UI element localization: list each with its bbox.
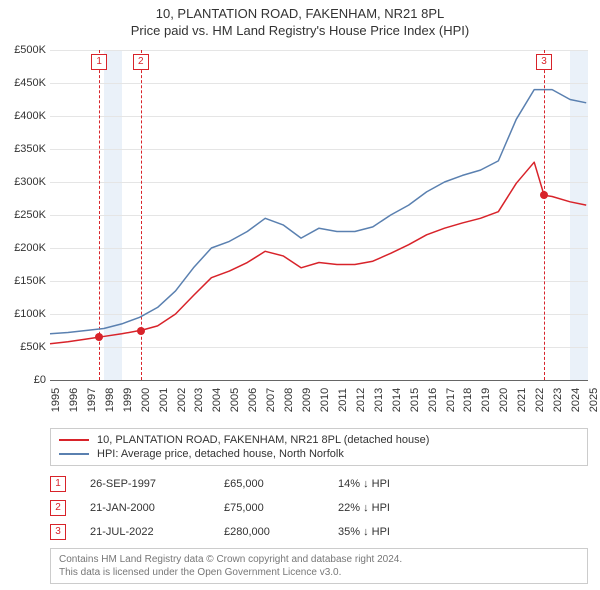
x-axis-label: 1995: [50, 388, 62, 412]
x-axis-label: 1998: [104, 388, 116, 412]
y-axis-label: £500K: [14, 44, 50, 56]
chart-subtitle: Price paid vs. HM Land Registry's House …: [0, 21, 600, 38]
y-axis-label: £50K: [20, 341, 50, 353]
x-axis-label: 2015: [409, 388, 421, 412]
legend-label: 10, PLANTATION ROAD, FAKENHAM, NR21 8PL …: [97, 434, 429, 446]
x-axis-label: 2017: [445, 388, 457, 412]
x-axis-label: 2024: [570, 388, 582, 412]
sale-event-date: 21-JAN-2000: [90, 502, 200, 514]
sale-marker-badge: 3: [536, 54, 552, 70]
x-axis-label: 2007: [265, 388, 277, 412]
sale-event-row: 1 26-SEP-1997 £65,000 14% ↓ HPI: [50, 472, 588, 496]
x-axis-label: 2003: [193, 388, 205, 412]
x-axis-label: 2001: [158, 388, 170, 412]
sale-marker-dot: [137, 327, 145, 335]
sale-event-hpi: 22% ↓ HPI: [338, 502, 588, 514]
sale-event-price: £75,000: [224, 502, 314, 514]
legend-item: HPI: Average price, detached house, Nort…: [59, 447, 579, 461]
sale-event-date: 21-JUL-2022: [90, 526, 200, 538]
x-axis-label: 2020: [498, 388, 510, 412]
chart-container: 10, PLANTATION ROAD, FAKENHAM, NR21 8PL …: [0, 0, 600, 590]
y-axis-label: £200K: [14, 242, 50, 254]
x-axis-label: 2005: [229, 388, 241, 412]
x-axis-label: 2019: [480, 388, 492, 412]
x-axis-label: 1999: [122, 388, 134, 412]
x-axis-label: 2014: [391, 388, 403, 412]
sale-marker-dot: [95, 333, 103, 341]
x-axis-label: 2013: [373, 388, 385, 412]
chart-svg: [50, 50, 588, 380]
chart-plot-area: £0£50K£100K£150K£200K£250K£300K£350K£400…: [50, 50, 588, 380]
sale-events-list: 1 26-SEP-1997 £65,000 14% ↓ HPI 2 21-JAN-2000…: [50, 472, 588, 544]
footer-line-2: This data is licensed under the Open Gov…: [59, 566, 579, 579]
sale-event-date: 26-SEP-1997: [90, 478, 200, 490]
x-axis-label: 2010: [319, 388, 331, 412]
x-axis-label: 2023: [552, 388, 564, 412]
x-axis-label: 2002: [176, 388, 188, 412]
y-axis-label: £400K: [14, 110, 50, 122]
sale-event-price: £280,000: [224, 526, 314, 538]
footer-line-1: Contains HM Land Registry data © Crown c…: [59, 553, 579, 566]
y-axis-label: £350K: [14, 143, 50, 155]
y-axis-label: £100K: [14, 308, 50, 320]
legend-box: 10, PLANTATION ROAD, FAKENHAM, NR21 8PL …: [50, 428, 588, 466]
footer-box: Contains HM Land Registry data © Crown c…: [50, 548, 588, 584]
sale-marker-badge: 1: [91, 54, 107, 70]
x-axis-label: 2018: [462, 388, 474, 412]
x-axis-label: 2009: [301, 388, 313, 412]
sale-marker-dot: [540, 191, 548, 199]
sale-event-badge: 3: [50, 524, 66, 540]
x-axis-label: 2008: [283, 388, 295, 412]
x-axis-label: 2004: [211, 388, 223, 412]
sale-event-price: £65,000: [224, 478, 314, 490]
sale-marker-badge: 2: [133, 54, 149, 70]
series-hpi: [50, 90, 586, 334]
sale-event-hpi: 35% ↓ HPI: [338, 526, 588, 538]
series-price_paid: [50, 162, 586, 344]
x-axis-label: 2000: [140, 388, 152, 412]
x-axis-label: 2025: [588, 388, 600, 412]
legend-swatch: [59, 439, 89, 441]
x-axis-label: 2006: [247, 388, 259, 412]
y-axis-label: £250K: [14, 209, 50, 221]
y-axis-label: £450K: [14, 77, 50, 89]
sale-event-hpi: 14% ↓ HPI: [338, 478, 588, 490]
x-axis-label: 2016: [427, 388, 439, 412]
sale-event-row: 2 21-JAN-2000 £75,000 22% ↓ HPI: [50, 496, 588, 520]
legend-item: 10, PLANTATION ROAD, FAKENHAM, NR21 8PL …: [59, 433, 579, 447]
legend-label: HPI: Average price, detached house, Nort…: [97, 448, 344, 460]
gridline: [50, 380, 588, 381]
x-axis-label: 1997: [86, 388, 98, 412]
y-axis-label: £150K: [14, 275, 50, 287]
x-axis-label: 2011: [337, 388, 349, 412]
y-axis-label: £0: [34, 374, 50, 386]
sale-event-row: 3 21-JUL-2022 £280,000 35% ↓ HPI: [50, 520, 588, 544]
x-axis-label: 2021: [516, 388, 528, 412]
sale-event-badge: 1: [50, 476, 66, 492]
x-axis-label: 1996: [68, 388, 80, 412]
legend-swatch: [59, 453, 89, 455]
x-axis-label: 2022: [534, 388, 546, 412]
y-axis-label: £300K: [14, 176, 50, 188]
chart-title: 10, PLANTATION ROAD, FAKENHAM, NR21 8PL: [0, 0, 600, 21]
sale-event-badge: 2: [50, 500, 66, 516]
x-axis-label: 2012: [355, 388, 367, 412]
